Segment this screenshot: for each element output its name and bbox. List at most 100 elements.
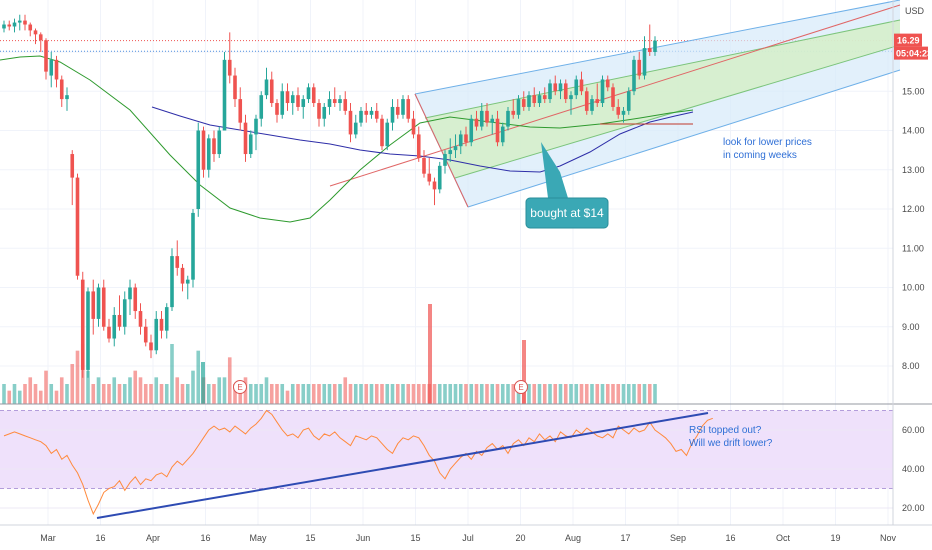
volume-bar: [359, 384, 363, 404]
candle-down: [521, 99, 526, 107]
candle-up: [122, 299, 127, 327]
volume-bar: [479, 384, 484, 404]
volume-bar: [159, 384, 164, 404]
candle-down: [233, 75, 237, 100]
channel-upper-line: [414, 0, 901, 95]
x-tick-label: Jul: [462, 533, 474, 543]
candle-down: [296, 95, 300, 107]
candle-down: [117, 314, 122, 327]
volume-bar: [322, 384, 327, 404]
candle-down: [180, 267, 185, 284]
candle-up: [338, 99, 342, 104]
volume-bar: [558, 384, 563, 404]
candle-down: [59, 79, 64, 100]
volume-bar: [448, 384, 453, 404]
candle-up: [196, 130, 201, 209]
volume-bar: [458, 384, 463, 404]
volume-bar: [516, 384, 521, 404]
volume-bar: [185, 384, 190, 404]
volume-bar: [390, 384, 395, 404]
candle-down: [238, 99, 243, 123]
volume-bar: [469, 384, 474, 404]
candle-up: [222, 59, 227, 131]
pitchfork-handle: [414, 93, 469, 208]
candle-up: [516, 99, 521, 115]
candle-up: [217, 130, 222, 155]
candle-down: [317, 103, 321, 119]
candle-up: [2, 24, 6, 29]
candle-up: [458, 134, 463, 147]
x-tick-label: Nov: [880, 533, 897, 543]
candle-down: [348, 110, 353, 135]
candle-down: [227, 59, 232, 76]
volume-bar: [154, 377, 159, 404]
volume-bar: [616, 384, 621, 404]
candle-up: [280, 91, 285, 115]
candle-down: [212, 138, 216, 155]
candle-up: [574, 79, 579, 96]
volume-bar: [170, 344, 174, 404]
candle-up: [506, 110, 510, 127]
candle-down: [427, 173, 432, 182]
x-tick-label: 15: [305, 533, 315, 543]
volume-bar: [542, 384, 547, 404]
volume-bar: [490, 384, 495, 404]
candle-down: [80, 279, 85, 370]
volume-bar: [44, 370, 48, 404]
moving-average-fast: [0, 55, 694, 223]
candle-down: [380, 118, 384, 147]
volume-bar: [280, 384, 285, 404]
candle-up: [301, 99, 306, 107]
volume-bar: [637, 384, 642, 404]
candle-down: [464, 134, 468, 143]
volume-bar: [537, 384, 542, 404]
volume-bar: [86, 370, 90, 404]
volume-bar: [248, 384, 253, 404]
candle-up: [453, 146, 458, 151]
candle-down: [28, 24, 33, 31]
x-tick-label: 20: [515, 533, 525, 543]
candle-down: [432, 181, 437, 190]
annotations: look for lower prices in coming weeks RS…: [233, 137, 812, 449]
volume-bar: [553, 384, 558, 404]
candle-up: [548, 83, 552, 100]
candle-up: [632, 59, 636, 92]
candle-down: [542, 95, 547, 100]
candle-up: [537, 95, 542, 104]
callout-pointer: [541, 142, 568, 198]
volume-bar: [485, 384, 489, 404]
candle-down: [485, 110, 489, 123]
candle-down: [595, 99, 600, 104]
volume-bar: [464, 384, 468, 404]
candle-down: [138, 311, 143, 327]
candle-down: [33, 30, 38, 35]
volume-bar: [264, 377, 269, 404]
volume-bar: [532, 384, 537, 404]
candle-up: [17, 20, 22, 23]
volume-bar: [632, 384, 636, 404]
candle-up: [490, 118, 495, 123]
candle-up: [385, 122, 390, 147]
volume-bar: [642, 384, 647, 404]
candle-up: [469, 118, 474, 143]
volume-bar: [605, 384, 610, 404]
candle-up: [527, 95, 531, 107]
candle-up: [164, 307, 169, 331]
candle-down: [374, 110, 379, 119]
candle-up: [248, 134, 253, 155]
candle-up: [621, 110, 626, 115]
volume-bar: [254, 384, 258, 404]
volume-bar: [343, 377, 348, 404]
volume-bar: [317, 384, 321, 404]
volume-bar: [149, 384, 153, 404]
x-tick-label: May: [249, 533, 267, 543]
volume-spike: [201, 362, 205, 404]
candle-down: [54, 59, 59, 80]
volume-bar: [579, 384, 584, 404]
currency-label: USD: [905, 6, 925, 16]
x-tick-label: Apr: [146, 533, 160, 543]
callout-box: [525, 197, 609, 229]
channel-lower-line: [467, 69, 901, 208]
volume-bar: [511, 384, 516, 404]
